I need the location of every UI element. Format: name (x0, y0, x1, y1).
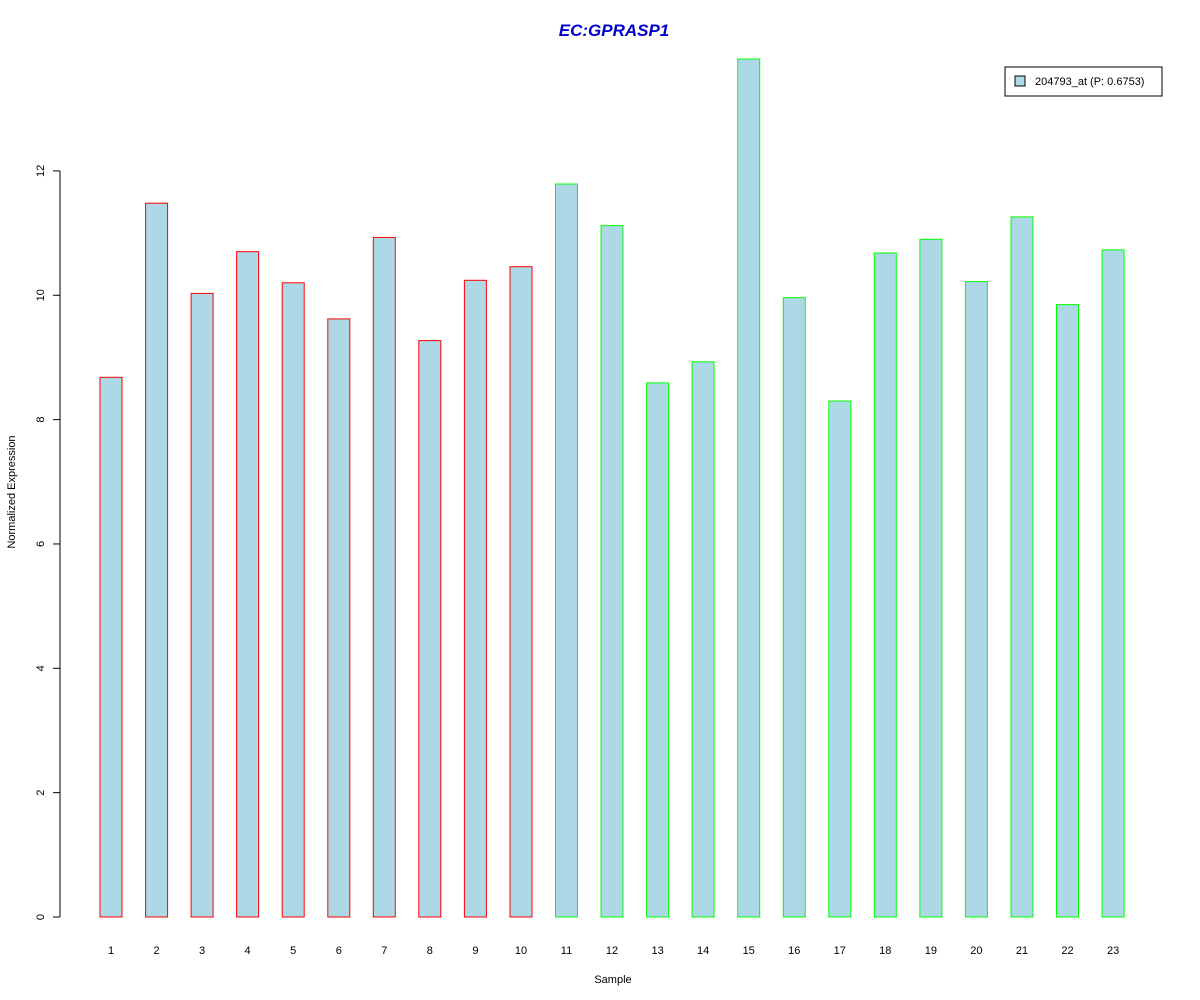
x-tick-label: 14 (697, 945, 709, 957)
bar-sample-20 (964, 281, 988, 918)
chart-title: EC:GPRASP1 (559, 21, 670, 40)
bar-sample-1 (99, 376, 123, 918)
bar-sample-6 (327, 318, 351, 918)
bar-sample-9 (463, 279, 487, 918)
bar-sample-14 (691, 361, 715, 918)
x-tick-label: 23 (1107, 945, 1119, 957)
x-tick-label: 7 (381, 945, 387, 957)
x-tick-label: 11 (561, 945, 572, 957)
bar-sample-16 (782, 297, 806, 918)
bar-sample-17 (828, 400, 852, 918)
y-tick-label: 2 (35, 790, 47, 796)
x-tick-label: 4 (245, 945, 251, 957)
legend-label: 204793_at (P: 0.6753) (1035, 76, 1144, 88)
x-tick-label: 18 (879, 945, 891, 957)
y-tick-label: 10 (35, 289, 47, 301)
x-tick-label: 22 (1061, 945, 1073, 957)
x-tick-label: 21 (1016, 945, 1028, 957)
y-tick-label: 4 (35, 665, 47, 671)
bar-sample-15 (737, 58, 761, 918)
legend-swatch (1014, 75, 1026, 87)
legend: 204793_at (P: 0.6753) (1004, 66, 1163, 97)
x-tick-label: 1 (108, 945, 114, 957)
bar-sample-7 (372, 236, 396, 918)
bar-sample-11 (555, 183, 578, 918)
bar-sample-3 (190, 292, 214, 918)
x-tick-label: 17 (834, 945, 846, 957)
x-tick-label: 20 (970, 945, 982, 957)
x-tick-label: 3 (199, 945, 205, 957)
bar-sample-13 (646, 382, 670, 918)
y-tick-label: 12 (35, 165, 47, 177)
y-tick-label: 8 (35, 417, 47, 423)
x-tick-label: 15 (743, 945, 755, 957)
x-tick-label: 13 (651, 945, 663, 957)
legend-box (1004, 66, 1163, 97)
x-tick-label: 12 (606, 945, 618, 957)
y-axis-label: Normalized Expression (6, 435, 18, 548)
x-axis-label: Sample (594, 974, 631, 986)
x-tick-labels: 1 2 3 4 5 6 7 8 9 10 11 12 13 14 15 16 17 18 19 20 21 22 23 (108, 945, 1119, 957)
bar-sample-18 (873, 252, 897, 918)
bar-sample-10 (509, 266, 533, 918)
x-tick-label: 5 (290, 945, 296, 957)
y-tick-label: 0 (35, 914, 47, 920)
bar-sample-5 (281, 282, 305, 918)
x-tick-label: 2 (154, 945, 160, 957)
bar-sample-22 (1056, 304, 1079, 918)
y-axis: 0 2 4 6 8 10 12 (35, 165, 61, 920)
bar-sample-19 (919, 238, 943, 918)
x-tick-label: 19 (925, 945, 937, 957)
x-tick-label: 9 (472, 945, 478, 957)
bar-sample-23 (1101, 249, 1125, 918)
bar-sample-2 (145, 202, 169, 918)
bars (99, 58, 1125, 918)
x-tick-label: 8 (427, 945, 433, 957)
bar-sample-4 (236, 251, 260, 918)
y-tick-label: 6 (35, 541, 47, 547)
bar-sample-21 (1010, 216, 1034, 918)
x-tick-label: 16 (788, 945, 800, 957)
x-tick-label: 6 (336, 945, 342, 957)
bar-sample-8 (418, 340, 442, 918)
bar-sample-12 (600, 225, 624, 918)
x-tick-label: 10 (515, 945, 527, 957)
